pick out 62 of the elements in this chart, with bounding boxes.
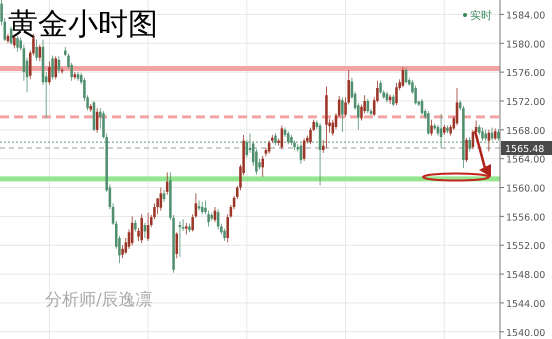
- candlestick: [207, 210, 210, 227]
- candlestick: [388, 94, 392, 104]
- ref-line-label: 1565.48: [505, 144, 544, 156]
- candlestick: [58, 56, 60, 74]
- y-tick-label: 1556.00: [506, 212, 546, 224]
- candlestick: [200, 202, 204, 215]
- chart-title: 黄金小时图: [8, 7, 158, 42]
- candlestick: [96, 108, 98, 134]
- candlestick: [6, 34, 10, 44]
- candlestick: [214, 206, 216, 223]
- candlestick: [185, 222, 188, 235]
- candlestick: [198, 200, 200, 212]
- candlestick: [280, 125, 284, 150]
- candlestick: [160, 187, 162, 212]
- candlestick: [481, 127, 484, 142]
- candlestick: [175, 232, 178, 259]
- y-tick-label: 1584.00: [506, 10, 546, 22]
- candlestick: [54, 56, 58, 80]
- candlestick: [497, 128, 500, 142]
- y-tick-label: 1552.00: [506, 241, 546, 252]
- candlestick: [341, 96, 344, 132]
- candlestick: [48, 60, 51, 85]
- y-tick-label: 1540.00: [506, 328, 546, 339]
- candlestick: [386, 91, 388, 103]
- candlestick: [494, 128, 496, 140]
- candlestick: [140, 214, 143, 244]
- y-tick-label: 1548.00: [506, 270, 546, 282]
- candlestick: [261, 155, 264, 178]
- candlestick: [392, 94, 395, 106]
- annotation: 实时: [470, 9, 492, 22]
- candlestick: [38, 44, 42, 62]
- y-tick-label: 1580.00: [506, 39, 546, 50]
- candlestick: [402, 66, 404, 88]
- candlestick: [146, 212, 150, 242]
- candlestick: [366, 98, 370, 114]
- y-tick-label: 1572.00: [506, 96, 546, 108]
- candlestick: [166, 172, 168, 196]
- candlestick: [430, 119, 433, 136]
- candlestick: [427, 110, 430, 136]
- candlestick: [420, 98, 424, 116]
- candlestick: [404, 67, 408, 84]
- candlestick: [395, 82, 398, 106]
- annotation: 分析师/辰逸凛: [45, 290, 153, 310]
- candlestick: [488, 129, 490, 152]
- candlestick: [178, 221, 182, 258]
- candlestick: [472, 129, 474, 150]
- candlestick: [268, 140, 270, 154]
- y-tick-label: 1560.00: [506, 184, 546, 195]
- y-tick-label: 1564.00: [506, 154, 546, 166]
- candlestick: [465, 137, 468, 163]
- y-tick-label: 1576.00: [506, 68, 546, 80]
- candlestick: [162, 189, 166, 202]
- candlestick: [302, 138, 306, 162]
- candlestick: [35, 39, 38, 61]
- candlestick: [134, 220, 137, 232]
- candlestick: [456, 88, 458, 126]
- candlestick: [130, 216, 134, 246]
- y-tick-label: 1568.00: [506, 126, 546, 137]
- y-tick-label: 1544.00: [506, 298, 546, 310]
- candlestick: [51, 55, 54, 80]
- candlestick: [144, 222, 146, 238]
- candlestick: [442, 124, 446, 136]
